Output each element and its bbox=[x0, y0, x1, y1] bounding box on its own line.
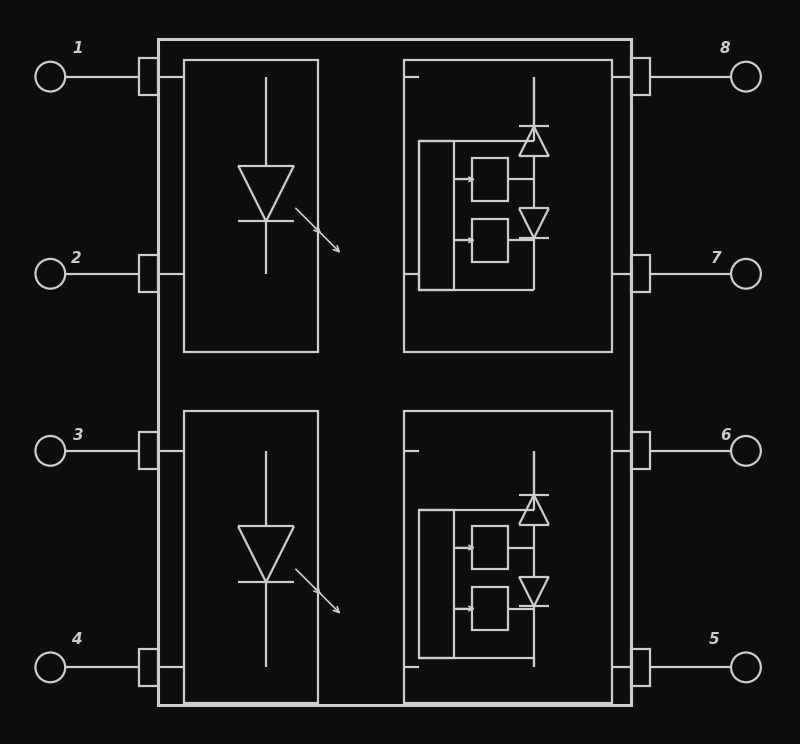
Bar bbox=[184, 60, 318, 352]
Bar bbox=[184, 411, 318, 703]
Bar bbox=[139, 649, 158, 686]
Text: 6: 6 bbox=[720, 429, 730, 443]
Text: 4: 4 bbox=[71, 632, 82, 647]
Bar bbox=[418, 141, 454, 290]
Bar bbox=[472, 219, 508, 262]
Bar bbox=[630, 255, 650, 292]
Text: 8: 8 bbox=[720, 41, 730, 56]
Bar bbox=[630, 649, 650, 686]
Bar bbox=[139, 432, 158, 469]
Text: 1: 1 bbox=[73, 41, 83, 56]
Text: 7: 7 bbox=[711, 251, 722, 266]
Bar bbox=[158, 39, 630, 705]
Bar bbox=[139, 58, 158, 95]
Text: 5: 5 bbox=[709, 632, 719, 647]
Bar bbox=[404, 60, 612, 352]
Bar bbox=[630, 432, 650, 469]
Bar bbox=[472, 587, 508, 630]
Text: 2: 2 bbox=[71, 251, 82, 266]
Bar bbox=[139, 255, 158, 292]
Bar bbox=[404, 411, 612, 703]
Bar bbox=[472, 526, 508, 569]
Bar bbox=[472, 158, 508, 201]
Bar bbox=[630, 58, 650, 95]
Text: 3: 3 bbox=[73, 429, 83, 443]
Bar bbox=[418, 510, 454, 658]
